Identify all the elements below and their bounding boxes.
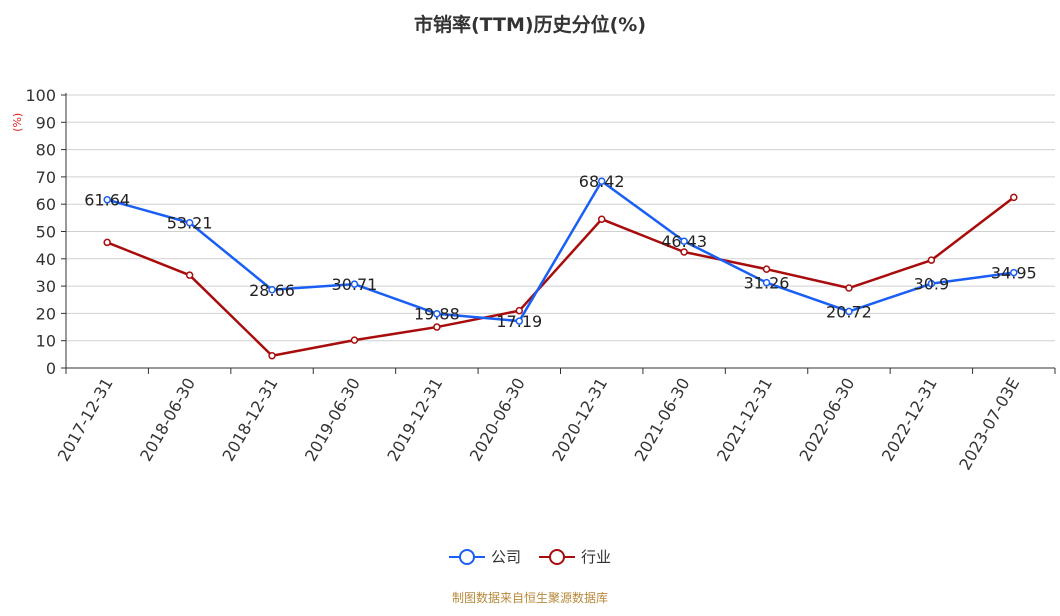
y-tick-label: 0 [46,359,56,378]
series-line-industry [106,196,1015,357]
line-chart: 0 10 20 30 40 50 60 70 80 90 100(%) 2017-12-31 2018-… [11,86,1056,474]
y-tick-label: 40 [36,250,56,269]
series-lines [103,177,1018,360]
data-point-company[interactable] [1010,268,1018,277]
gridlines [66,94,1055,342]
x-tick-label: 2017-12-31 [54,375,117,465]
data-point-company[interactable] [103,195,111,204]
axes: 0 10 20 30 40 50 60 70 80 90 100(%) 2017-12-31 2018-… [11,86,1056,474]
data-label: 28.66 [249,281,295,300]
data-label: 20.72 [826,302,872,321]
y-tick-label: 80 [36,141,56,160]
legend-label-industry: 行业 [581,548,612,566]
legend-item-company[interactable]: 公司 [448,546,521,567]
y-tick-label: 30 [36,277,56,296]
data-label: 61.64 [84,191,130,210]
data-label: 19.88 [414,305,460,324]
y-tick-label: 50 [36,223,56,242]
source-note: 制图数据来自恒生聚源数据库 [451,591,608,605]
data-point-company[interactable] [680,237,688,245]
y-tick-label: 100 [25,86,56,105]
data-label: 68.42 [579,172,625,191]
data-point-industry[interactable] [350,336,359,344]
data-point-company[interactable] [845,307,853,316]
data-point-industry[interactable] [268,351,276,360]
legend-label-company: 公司 [490,548,521,566]
data-label: 30.71 [332,275,378,294]
data-label: 34.95 [991,264,1037,283]
data-point-company[interactable] [762,278,771,287]
legend-item-industry[interactable]: 行业 [539,546,611,567]
x-tick-label: 2021-06-30 [631,375,694,465]
data-point-industry[interactable] [927,256,936,264]
x-tick-label: 2018-12-31 [219,375,282,465]
data-point-industry[interactable] [103,238,111,247]
x-tick-label: 2020-12-31 [548,375,611,465]
x-tick-label: 2022-12-31 [878,375,941,465]
data-labels: 61.64 53.21 28.66 30.71 19.88 17.19 68.42 46.43… [84,172,1036,331]
data-point-industry[interactable] [597,215,606,223]
data-label: 31.26 [744,274,790,293]
data-point-company[interactable] [350,280,359,288]
y-tick-label: 90 [36,113,56,132]
data-label: 30.9 [914,275,950,294]
y-tick-label: 20 [36,304,56,323]
data-point-company[interactable] [185,218,194,227]
data-point-industry[interactable] [1010,193,1018,202]
data-point-company[interactable] [268,286,276,294]
data-point-industry[interactable] [515,306,524,315]
data-point-industry[interactable] [433,323,441,331]
y-tick-label: 60 [36,195,56,214]
data-point-company[interactable] [927,279,936,288]
data-point-industry[interactable] [185,271,194,279]
x-tick-label: 2018-06-30 [136,375,199,465]
y-tick-label: 10 [36,332,56,351]
data-point-industry[interactable] [680,248,688,256]
data-point-company[interactable] [515,317,524,325]
data-label: 17.19 [496,312,542,331]
chart-title: 市销率(TTM)历史分位(%) [413,14,647,36]
legend-marker-industry [539,548,575,565]
legend: 公司 行业 [0,546,1060,567]
data-label: 46.43 [661,232,707,251]
legend-marker-company [448,548,485,565]
x-tick-label: 2020-06-30 [466,375,529,465]
data-point-company[interactable] [433,309,441,318]
data-point-industry[interactable] [762,265,771,273]
data-point-industry[interactable] [845,284,853,292]
x-tick-label: 2021-12-31 [713,375,776,465]
data-label: 53.21 [167,214,213,233]
data-point-company[interactable] [597,177,606,185]
x-tick-label: 2019-06-30 [301,375,364,465]
x-tick-label: 2023-07-03E [955,375,1023,474]
y-axis-label: (%) [11,113,24,132]
x-tick-label: 2022-06-30 [795,375,858,465]
x-tick-label: 2019-12-31 [383,375,446,465]
y-tick-label: 70 [36,168,56,187]
series-line-company [106,179,1014,323]
